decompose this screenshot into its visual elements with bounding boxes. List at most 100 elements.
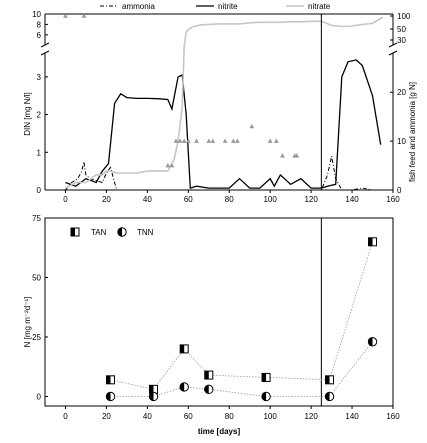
legend-marker-TAN [70,227,80,237]
top-panel: 0 20 40 60 80 100 120 140 1600123681001020305010… [23,2,417,204]
circle-fill [106,392,111,401]
right-y-tick-label: 10 [397,137,406,146]
fish-feed-triangle [185,138,191,143]
TAN-connector [110,241,373,390]
right-y-tick-label: 30 [397,36,406,45]
tan-point [368,237,378,247]
x-axis-label: time [days] [198,427,241,436]
square-fill [106,375,111,384]
fish-feed-triangle [249,123,255,129]
legend-label-nitrite: nitrite [218,2,238,11]
legend-label-nitrate: nitrate [308,2,331,11]
bottom-y-tick-label: 0 [37,392,42,401]
top-x-tick-label: 0 [63,195,68,204]
top-x-tick-label: 140 [345,195,359,204]
fish-feed-triangle [169,162,175,168]
nitrate-line [65,16,384,189]
tnn-point [324,391,335,402]
bottom-x-tick-label: 20 [102,412,111,421]
square-fill [325,375,330,384]
fish-feed-triangle [173,138,179,143]
top-x-tick-label: 20 [102,195,111,204]
tan-point [204,370,214,380]
circle-fill [368,337,373,346]
bottom-x-tick-label: 160 [386,412,400,421]
left-y-tick-label: 6 [37,31,42,40]
tnn-point [179,382,189,392]
right-y-tick-label: 50 [397,25,406,34]
bottom-x-tick-label: 140 [345,412,359,421]
bottom-y-tick-label: 75 [32,214,41,223]
tnn-point [105,391,116,402]
fish-feed-triangle [165,162,171,168]
right-y-tick-label: 20 [397,88,406,97]
fish-feed-triangle [280,153,285,158]
bottom-panel: 0 20 40 60 80 100 120 140 160 0 25 50 75 time [days] N… [23,214,400,436]
ammonia-line [65,155,383,190]
top-x-tick-label: 120 [304,195,318,204]
tan-point [179,344,189,354]
square-fill [368,237,373,246]
left-y-tick-label: 1 [37,148,42,157]
fish-feed-triangle [194,138,199,143]
bottom-y-tick-label: 25 [32,333,41,342]
tan-point [106,375,116,385]
tnn-point [261,391,271,402]
tnn-point [367,337,378,347]
bottom-x-tick-label: 120 [304,412,318,421]
top-x-tick-label: 40 [143,195,152,204]
nitrite-line [65,59,382,189]
top-x-tick-label: 100 [263,195,277,204]
top-plot-area [63,14,384,190]
fish-feed-triangle [273,138,279,143]
tnn-point [204,384,214,395]
legend-label-ammonia: ammonia [122,2,155,11]
circle-fill [180,382,185,392]
square-fill [180,344,185,353]
square-fill [149,385,154,394]
fish-feed-triangle [294,153,300,158]
circle-fill [204,385,209,394]
fish-feed-triangle [177,138,183,143]
axis-break-mark [388,42,398,48]
top-x-tick-label: 60 [184,195,193,204]
fish-feed-triangle [222,138,228,143]
fish-feed-triangle [230,138,236,143]
bottom-x-tick-label: 40 [143,412,152,421]
fish-feed-triangle [267,138,273,143]
bottom-x-tick-label: 0 [63,412,68,421]
left-y-tick-label: 8 [37,20,42,29]
left-y-tick-label: 10 [32,10,41,19]
fish-feed-triangle [206,138,212,143]
left-axis-label: DIN [mg N/l] [23,92,32,136]
top-x-tick-label: 160 [386,195,400,204]
right-y-tick-label: 100 [397,12,411,21]
fish-feed-triangle [181,138,187,143]
circle-fill [117,227,122,237]
bottom-frame [44,217,394,407]
bottom-x-tick-label: 60 [184,412,193,421]
right-y-tick-label: 0 [397,186,402,195]
axis-break-mark [40,42,50,48]
fish-feed-triangle [210,138,216,143]
square-fill [71,228,75,236]
left-y-tick-label: 0 [37,186,42,195]
bottom-x-tick-label: 100 [263,412,277,421]
bottom-x-tick-label: 80 [225,412,234,421]
fish-feed-triangle [81,14,87,18]
right-axis-label: fish feed and ammonia [g N] [408,82,417,182]
square-fill [204,371,209,380]
circle-fill [149,392,154,401]
axis-break-mark [388,50,398,56]
legend-marker-TNN [117,227,127,237]
circle-fill [261,392,267,401]
top-x-tick-label: 80 [225,195,234,204]
bottom-y-axis-label: N [mg m⁻²d⁻¹] [23,297,32,348]
tan-point [325,375,335,385]
legend-label-TNN: TNN [137,228,154,237]
bottom-y-tick-label: 50 [32,273,41,282]
tan-point [261,372,271,382]
axis-break-mark [40,50,50,56]
fish-feed-triangle [63,14,68,18]
